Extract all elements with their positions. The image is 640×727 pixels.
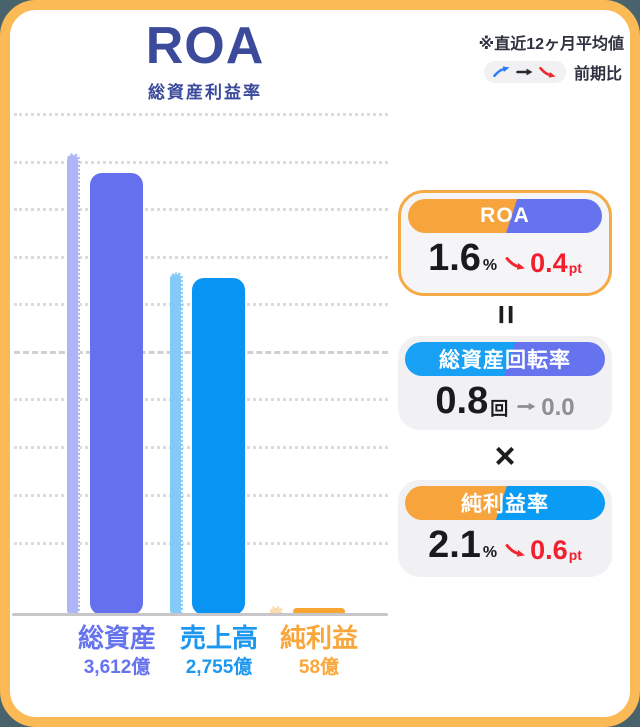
average-note: ※直近12ヶ月平均値 bbox=[478, 36, 624, 53]
value-label-total-assets: 3,612億 bbox=[83, 657, 151, 678]
roa-value: 1.6 bbox=[428, 237, 481, 279]
roa-delta: 0.4 bbox=[530, 248, 568, 278]
times-operator: × bbox=[494, 435, 516, 476]
bar-net-profit bbox=[293, 608, 345, 615]
chart-baseline bbox=[12, 613, 388, 616]
gridline bbox=[14, 256, 388, 259]
roa-card-title-pill: ROA bbox=[408, 199, 602, 233]
bar-total-assets-prev bbox=[67, 153, 80, 615]
margin-value: 2.1 bbox=[428, 524, 481, 566]
bar-sales bbox=[192, 278, 245, 615]
roa-delta-unit: pt bbox=[568, 260, 582, 276]
turnover-value: 0.8 bbox=[435, 380, 489, 422]
trend-down-icon bbox=[505, 542, 527, 558]
turnover-card-title: 総資産回転率 bbox=[439, 349, 571, 372]
turnover-delta: 0.0 bbox=[541, 394, 575, 421]
gridline bbox=[14, 113, 388, 116]
bar-total-assets bbox=[90, 173, 143, 615]
page-subtitle: 総資産利益率 bbox=[148, 83, 262, 102]
margin-card: 純利益率 2.1 % 0.6 pt bbox=[398, 480, 612, 577]
trend-flat-icon bbox=[516, 65, 534, 79]
turnover-card: 総資産回転率 0.8 回 0.0 bbox=[398, 336, 612, 430]
roa-card-title: ROA bbox=[480, 204, 530, 227]
trend-flat-icon bbox=[516, 399, 538, 414]
gridline bbox=[14, 208, 388, 211]
turnover-unit: 回 bbox=[490, 399, 509, 419]
category-label-net-profit: 純利益 bbox=[279, 623, 358, 653]
equals-operator: = bbox=[486, 304, 525, 324]
category-label-total-assets: 総資産 bbox=[77, 623, 156, 653]
margin-delta-unit: pt bbox=[568, 547, 582, 563]
bar-net-profit-prev bbox=[270, 606, 283, 615]
margin-unit: % bbox=[482, 544, 498, 561]
category-label-sales: 売上高 bbox=[179, 623, 258, 653]
page-title: ROA bbox=[145, 17, 265, 75]
margin-card-title-pill: 純利益率 bbox=[405, 486, 605, 520]
bar-chart bbox=[12, 98, 390, 615]
margin-card-title: 純利益率 bbox=[461, 493, 549, 516]
roa-card-value-row: 1.6 % 0.4 pt bbox=[401, 239, 609, 277]
bar-sales-prev bbox=[170, 272, 183, 615]
roa-unit: % bbox=[482, 257, 498, 274]
roa-card: ROA 1.6 % 0.4 pt bbox=[398, 190, 612, 296]
turnover-card-value-row: 0.8 回 0.0 bbox=[398, 382, 612, 420]
trend-legend-pill bbox=[483, 61, 566, 83]
turnover-card-title-pill: 総資産回転率 bbox=[405, 342, 605, 376]
margin-card-value-row: 2.1 % 0.6 pt bbox=[398, 526, 612, 564]
trend-down-icon bbox=[505, 255, 527, 271]
trend-legend-label: 前期比 bbox=[573, 66, 622, 83]
margin-delta: 0.6 bbox=[530, 535, 568, 565]
gridline bbox=[14, 161, 388, 164]
value-label-net-profit: 58億 bbox=[298, 657, 340, 678]
trend-up-icon bbox=[493, 65, 511, 79]
value-label-sales: 2,755億 bbox=[185, 657, 253, 678]
trend-legend: 前期比 bbox=[483, 60, 622, 84]
trend-down-icon bbox=[539, 65, 557, 79]
